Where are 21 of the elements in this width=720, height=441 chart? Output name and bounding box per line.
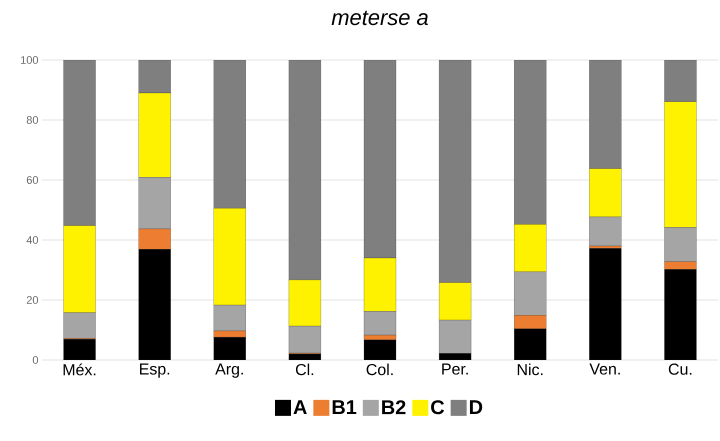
legend-label: D	[470, 400, 482, 414]
x-tick-label: Arg.	[215, 364, 243, 378]
y-tick-label: 0	[32, 356, 38, 364]
legend-label: B2	[382, 400, 406, 414]
y-tick-label: 20	[26, 296, 38, 304]
x-tick-label: Nic.	[518, 364, 542, 376]
x-tick-label: Per.	[442, 364, 468, 375]
chart-title: meterse a	[332, 10, 428, 26]
y-tick-label: 60	[26, 176, 38, 184]
legend-label: B1	[332, 400, 356, 414]
x-tick-label: Col.	[366, 364, 393, 376]
y-tick-label: 40	[26, 236, 38, 244]
legend-label: C	[431, 400, 444, 414]
x-tick-label: Méx.	[64, 364, 96, 376]
legend-label: A	[293, 400, 307, 414]
x-tick-label: Esp.	[140, 364, 170, 378]
x-tick-label: Cl.	[296, 364, 314, 376]
x-tick-label: Ven.	[589, 364, 620, 375]
y-tick-label: 80	[26, 116, 38, 124]
x-tick-label: Cu.	[668, 364, 692, 375]
y-tick-label: 100	[21, 56, 38, 64]
